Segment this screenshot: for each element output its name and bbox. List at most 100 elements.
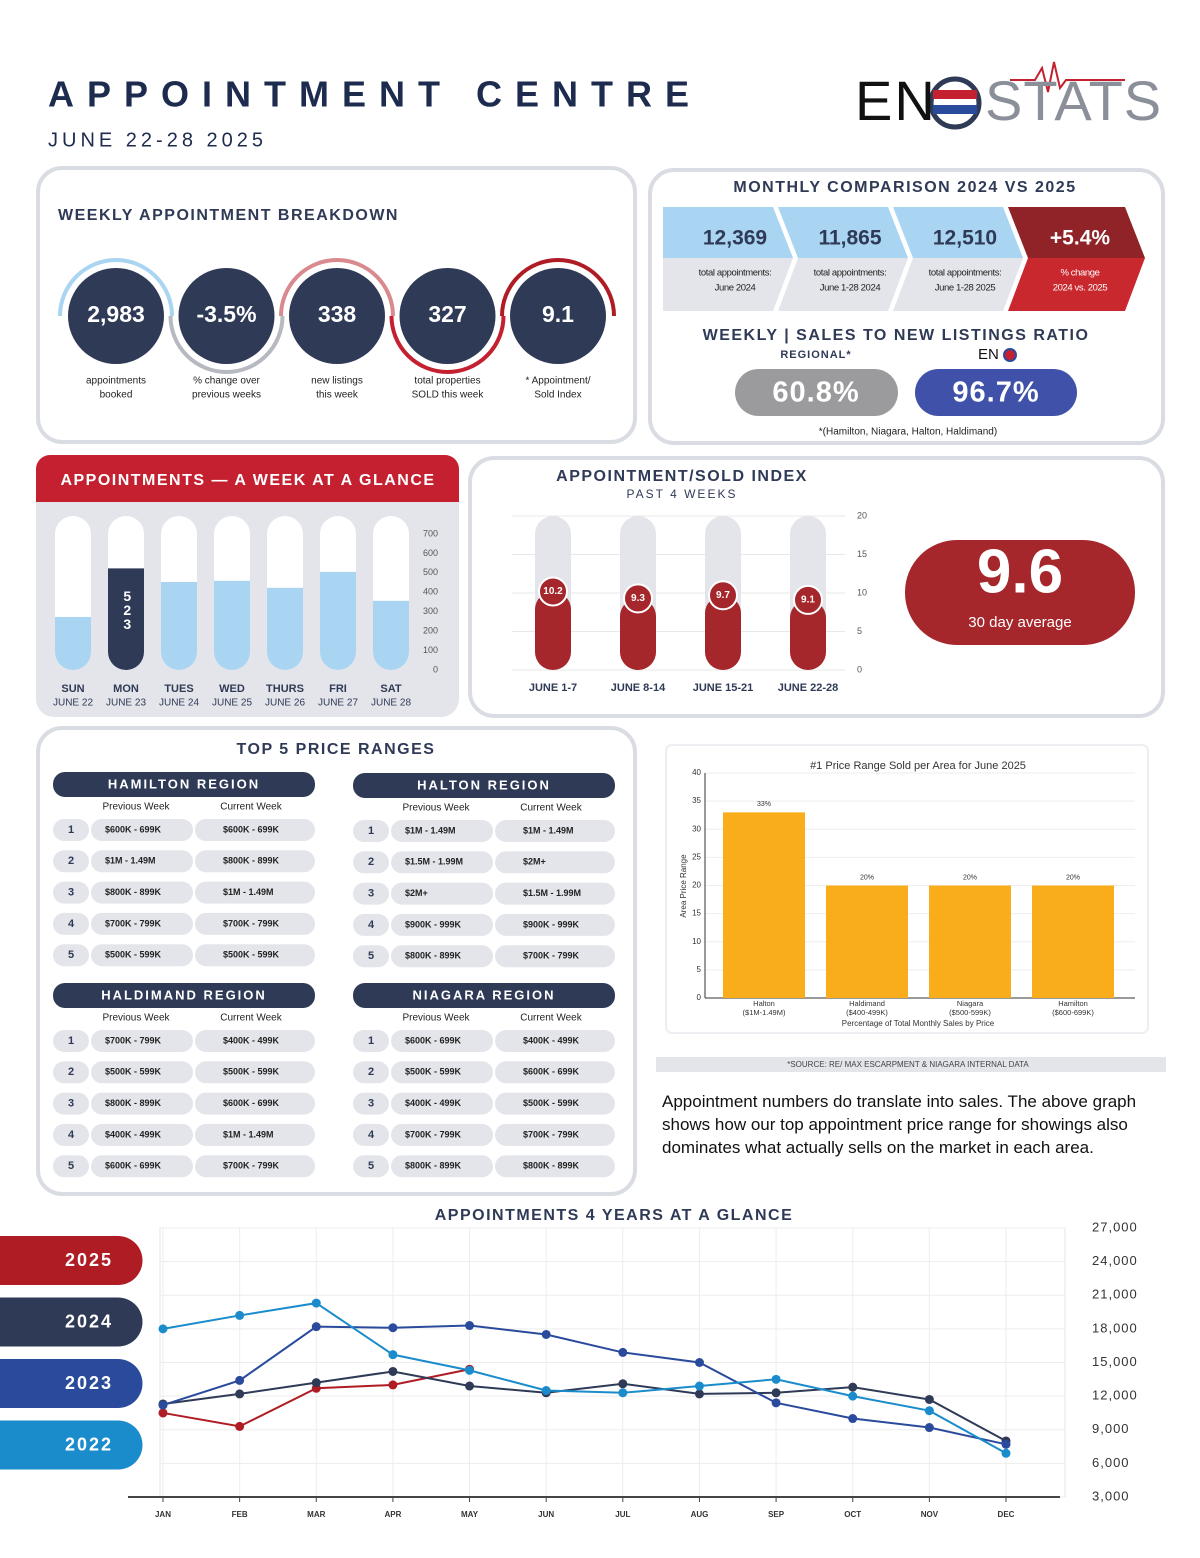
price-range: $700K - 799K bbox=[223, 1161, 280, 1171]
legend-label: 2025 bbox=[65, 1250, 113, 1270]
stat-label: new listings bbox=[311, 376, 363, 387]
point bbox=[235, 1421, 245, 1431]
point bbox=[388, 1350, 398, 1360]
y-tick-label: 27,000 bbox=[1092, 1219, 1138, 1234]
x-tick-sublabel: JUNE 27 bbox=[318, 698, 358, 709]
table-cell bbox=[391, 1123, 493, 1146]
stat-value: 2,983 bbox=[87, 301, 145, 327]
rank: 5 bbox=[68, 1160, 74, 1172]
rank-cell bbox=[353, 1092, 389, 1115]
table-cell bbox=[195, 912, 315, 935]
point bbox=[771, 1374, 781, 1384]
bar bbox=[55, 616, 91, 670]
rank-cell bbox=[53, 850, 89, 873]
point bbox=[694, 1381, 704, 1391]
panel-title: WEEKLY APPOINTMENT BREAKDOWN bbox=[58, 207, 399, 224]
region-header bbox=[53, 983, 315, 1008]
chart-title: APPOINTMENTS 4 YEARS AT A GLANCE bbox=[435, 1207, 794, 1224]
rank-cell bbox=[353, 1061, 389, 1084]
price-range: $500K - 599K bbox=[223, 1067, 280, 1077]
y-tick-label: 6,000 bbox=[1092, 1455, 1130, 1470]
x-tick-label: APR bbox=[384, 1510, 401, 1519]
column-header: Current Week bbox=[220, 1013, 283, 1024]
rank: 5 bbox=[368, 1160, 374, 1172]
chevron bbox=[663, 207, 793, 258]
table-cell bbox=[195, 850, 315, 873]
legend-label: 2022 bbox=[65, 1434, 113, 1454]
price-range: $600K - 699K bbox=[105, 824, 162, 834]
stat-label: appointments bbox=[86, 376, 146, 387]
rank-cell bbox=[353, 1030, 389, 1052]
data-label: 33% bbox=[757, 801, 771, 808]
x-tick-label: JUNE 1-7 bbox=[529, 682, 577, 694]
price-range: $600K - 699K bbox=[405, 1035, 462, 1045]
point bbox=[618, 1347, 628, 1357]
region-name: HAMILTON REGION bbox=[108, 776, 260, 791]
series-line bbox=[162, 1370, 1007, 1442]
table-cell bbox=[495, 820, 615, 842]
panel-subtitle: PAST 4 WEEKS bbox=[627, 487, 738, 501]
price-range: $2M+ bbox=[523, 857, 546, 867]
table-cell bbox=[391, 820, 493, 842]
price-range: $800K - 899K bbox=[405, 951, 462, 961]
table-cell bbox=[195, 1061, 315, 1084]
y-tick-label: 600 bbox=[423, 548, 438, 558]
price-range: $700K - 799K bbox=[405, 1129, 462, 1139]
logo-text: STATS bbox=[985, 69, 1162, 132]
bar bbox=[535, 591, 571, 670]
comparison-label: total appointments: bbox=[929, 268, 1002, 279]
bar bbox=[373, 600, 409, 670]
label-badge bbox=[538, 576, 568, 607]
rank-cell bbox=[53, 1061, 89, 1084]
table-cell bbox=[391, 882, 493, 905]
x-tick-label: FEB bbox=[232, 1510, 248, 1519]
y-tick-label: 400 bbox=[423, 587, 438, 597]
bar bbox=[320, 571, 356, 670]
source: *SOURCE: RE/ MAX ESCARPMENT & NIAGARA IN… bbox=[787, 1060, 1029, 1069]
bar bbox=[705, 595, 741, 670]
table-cell bbox=[391, 1155, 493, 1178]
point bbox=[311, 1378, 321, 1388]
table-cell bbox=[91, 850, 193, 873]
rank: 1 bbox=[368, 1035, 374, 1047]
rank-cell bbox=[53, 1155, 89, 1178]
rank-cell bbox=[53, 944, 89, 967]
price-range: $500K - 599K bbox=[405, 1067, 462, 1077]
column-header: Previous Week bbox=[402, 803, 470, 814]
table-cell bbox=[91, 881, 193, 904]
data-label: 10.2 bbox=[543, 586, 563, 597]
x-tick-label: JUN bbox=[538, 1510, 554, 1519]
ratio-pill bbox=[735, 369, 898, 416]
price-range: $600K - 699K bbox=[105, 1161, 162, 1171]
price-range: $500K - 599K bbox=[105, 950, 162, 960]
stat-value: 9.1 bbox=[542, 301, 574, 327]
x-tick-label: MAR bbox=[307, 1510, 325, 1519]
point bbox=[158, 1408, 168, 1418]
logo-mark bbox=[928, 76, 982, 130]
subtitle: JUNE 22-28 2025 bbox=[48, 129, 267, 151]
x-tick-label: MON bbox=[113, 683, 139, 695]
comparison-label: total appointments: bbox=[814, 268, 887, 279]
label-badge bbox=[623, 583, 653, 614]
region-name: NIAGARA REGION bbox=[412, 987, 555, 1002]
point bbox=[1001, 1448, 1011, 1458]
stat-value: 338 bbox=[318, 301, 357, 327]
stat-label: Sold Index bbox=[534, 390, 581, 401]
x-tick-label: Niagara ($500-599K) bbox=[949, 999, 991, 1017]
comparison-label: June 2024 bbox=[715, 283, 756, 294]
y-tick-label: 300 bbox=[423, 606, 438, 616]
table-cell bbox=[91, 1155, 193, 1178]
y-tick-label: 30 bbox=[692, 824, 701, 833]
comparison-value: 12,369 bbox=[703, 227, 767, 250]
stat-circle bbox=[399, 268, 496, 364]
price-range: $900K - 999K bbox=[405, 919, 462, 929]
rank: 4 bbox=[368, 1129, 375, 1141]
footnote: *(Hamilton, Niagara, Halton, Haldimand) bbox=[819, 427, 997, 438]
rank: 5 bbox=[68, 949, 74, 961]
stat-circle bbox=[68, 268, 164, 364]
comparison-label: June 1-28 2024 bbox=[820, 283, 881, 294]
price-range: $700K - 799K bbox=[105, 1035, 162, 1045]
ratio-value: 60.8% bbox=[772, 377, 859, 409]
table-cell bbox=[91, 1123, 193, 1146]
decor-arc bbox=[58, 258, 174, 317]
